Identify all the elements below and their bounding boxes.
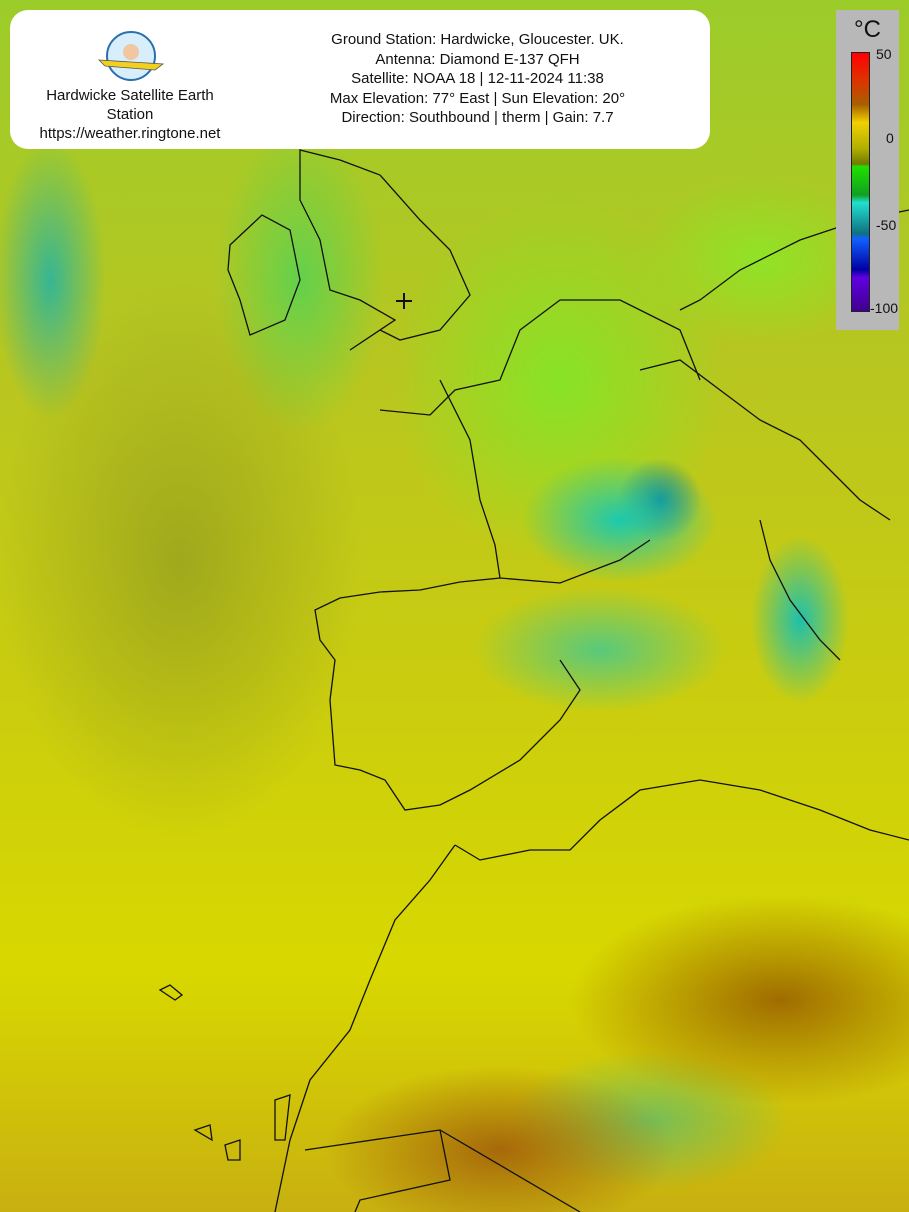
ground-station-crosshair-icon <box>396 293 412 309</box>
direction-line: Direction: Southbound | therm | Gain: 7.… <box>341 109 614 126</box>
pass-details: Ground Station: Hardwicke, Gloucester. U… <box>280 30 675 128</box>
legend-tick-minus50: -50 <box>876 217 897 233</box>
legend-color-bar <box>851 52 870 312</box>
legend-tick-0: 0 <box>886 130 894 146</box>
legend-tick-50: 50 <box>876 46 892 62</box>
station-title: Hardwicke Satellite Earth Station https:… <box>30 86 230 143</box>
satellite-line: Satellite: NOAA 18 | 12-11-2024 11:38 <box>351 70 604 87</box>
station-info-panel: Hardwicke Satellite Earth Station https:… <box>10 10 710 149</box>
legend-unit: °C <box>854 16 881 43</box>
legend-tick-minus100: -100 <box>870 300 899 316</box>
antenna-line: Antenna: Diamond E-137 QFH <box>375 50 580 68</box>
station-name: Hardwicke Satellite Earth Station <box>46 87 214 123</box>
station-url: https://weather.ringtone.net <box>39 125 221 142</box>
elevation-line: Max Elevation: 77° East | Sun Elevation:… <box>329 89 626 107</box>
temperature-legend: °C 50 0 -50 -100 <box>836 10 899 330</box>
phobic-flyer-logo <box>97 31 165 81</box>
ground-station-line: Ground Station: Hardwicke, Gloucester. U… <box>331 31 624 48</box>
